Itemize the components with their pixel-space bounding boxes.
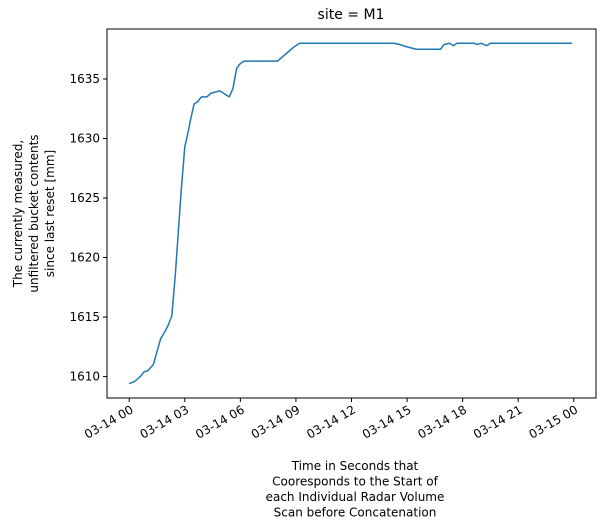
y-tick-label: 1620 <box>69 251 100 265</box>
x-axis-label-line: Cooresponds to the Start of <box>272 475 438 489</box>
y-tick-label: 1635 <box>69 72 100 86</box>
y-axis-label-line: since last reset [mm] <box>43 150 57 277</box>
y-tick-label: 1610 <box>69 370 100 384</box>
y-axis-label: The currently measured, unfiltered bucket… <box>11 134 57 292</box>
plot-frame <box>106 28 597 399</box>
x-axis-label-line: each Individual Radar Volume <box>266 490 445 504</box>
y-axis-label-line: unfiltered bucket contents <box>27 134 41 292</box>
x-axis-label-line: Scan before Concatenation <box>274 506 437 520</box>
y-tick-label: 1615 <box>69 310 100 324</box>
series-line-0 <box>128 42 572 385</box>
x-axis-label: Time in Seconds that Cooresponds to the S… <box>266 459 445 520</box>
y-axis-label-line: The currently measured, <box>11 140 25 288</box>
x-axis-label-line: Time in Seconds that <box>291 459 419 473</box>
plot-area <box>128 42 572 385</box>
y-axis-ticks: 1610 1615 1620 1625 1630 1635 <box>69 72 107 384</box>
y-tick-label: 1625 <box>69 191 100 205</box>
y-tick-label: 1630 <box>69 132 100 146</box>
chart-title: site = M1 <box>318 7 385 23</box>
